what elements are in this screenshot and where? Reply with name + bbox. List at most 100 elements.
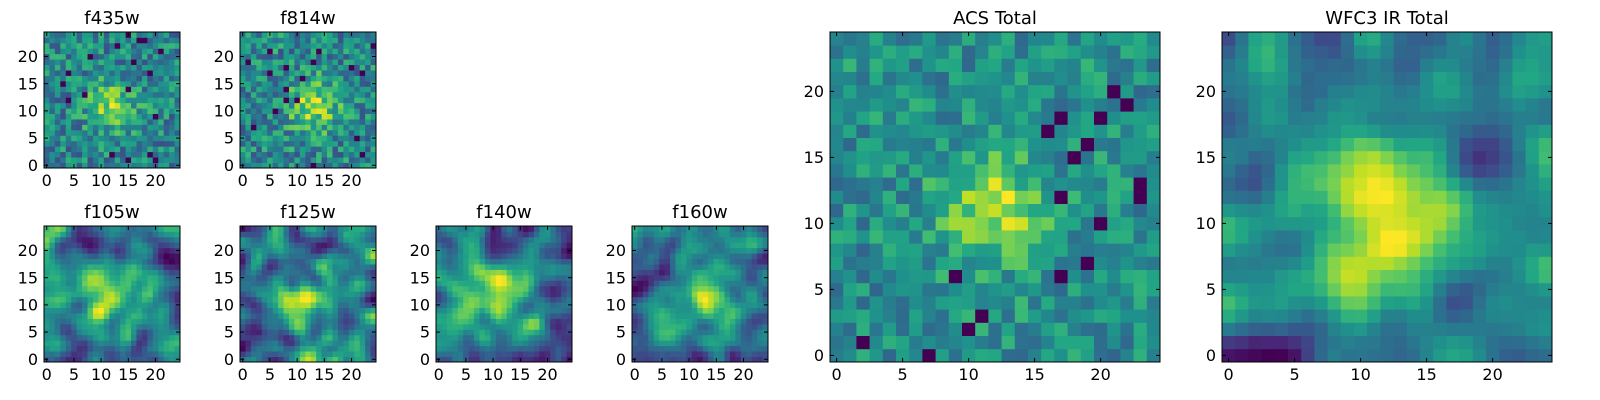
heatmap-cell	[719, 334, 725, 341]
heatmap-cell	[1486, 256, 1500, 270]
heatmap-cell	[686, 274, 693, 281]
heatmap-cell	[1512, 296, 1526, 310]
heatmap-cell	[98, 37, 105, 44]
heatmap-cell	[60, 340, 67, 347]
heatmap-cell	[740, 242, 747, 249]
heatmap-cell	[1133, 322, 1148, 336]
heatmap-cell	[49, 296, 56, 303]
heatmap-cell	[869, 124, 884, 138]
heatmap-cell	[240, 264, 246, 270]
heatmap-cell	[632, 340, 638, 347]
heatmap-cell	[1054, 335, 1068, 350]
heatmap-cell	[278, 242, 284, 249]
heatmap-cell	[49, 108, 56, 114]
heatmap-cell	[474, 302, 480, 308]
heatmap-cell	[1094, 58, 1108, 72]
heatmap-cell	[60, 258, 67, 265]
heatmap-cell	[278, 318, 284, 325]
heatmap-cell	[272, 151, 279, 158]
heatmap-cell	[474, 296, 480, 303]
heatmap-cell	[948, 322, 963, 336]
heatmap-cell	[49, 80, 56, 87]
heatmap-cell	[1094, 84, 1108, 99]
heatmap-cell	[125, 129, 132, 136]
heatmap-cell	[316, 135, 322, 142]
heatmap-cell	[354, 226, 361, 232]
heatmap-cell	[354, 157, 361, 163]
heatmap-cell	[533, 291, 540, 298]
heatmap-cell	[49, 351, 56, 357]
heatmap-cell	[321, 129, 328, 136]
y-tick-label: 20	[214, 47, 234, 66]
heatmap-cell	[158, 129, 165, 136]
heatmap-cell	[566, 318, 573, 325]
heatmap-cell	[316, 329, 322, 336]
heatmap-cell	[512, 307, 518, 314]
heatmap-cell	[250, 340, 257, 347]
heatmap-cell	[1067, 243, 1082, 257]
heatmap-cell	[169, 313, 175, 319]
heatmap-cell	[152, 258, 159, 265]
heatmap-cell	[109, 236, 116, 243]
heatmap-cell	[283, 323, 290, 330]
heatmap-cell	[757, 302, 763, 308]
heatmap-cell	[637, 258, 644, 265]
heatmap-cell	[327, 75, 333, 82]
heatmap-cell	[240, 307, 246, 314]
heatmap-cell	[659, 323, 666, 330]
heatmap-cell	[120, 42, 126, 49]
heatmap-cell	[158, 323, 165, 330]
heatmap-cell	[310, 291, 317, 298]
heatmap-cell	[1146, 322, 1161, 336]
heatmap-cell	[975, 243, 989, 257]
heatmap-cell	[136, 157, 143, 163]
heatmap-cell	[762, 236, 769, 243]
heatmap-cell	[147, 231, 154, 238]
heatmap-cell	[1433, 282, 1447, 297]
heatmap-cell	[830, 190, 844, 204]
heatmap-cell	[691, 356, 698, 363]
heatmap-cell	[141, 108, 148, 114]
heatmap-cell	[1354, 177, 1368, 191]
heatmap-cell	[843, 71, 857, 86]
heatmap-cell	[675, 274, 682, 281]
heatmap-cell	[1288, 296, 1302, 310]
heatmap-cell	[446, 302, 453, 308]
heatmap-cell	[354, 59, 361, 66]
heatmap-cell	[370, 269, 377, 276]
heatmap-cell	[490, 231, 497, 238]
heatmap-cell	[343, 296, 350, 303]
heatmap-cell	[261, 269, 268, 276]
heatmap-cell	[506, 242, 513, 249]
heatmap-cell	[495, 258, 502, 265]
heatmap-cell	[256, 102, 263, 109]
heatmap-cell	[370, 291, 377, 298]
heatmap-cell	[354, 135, 361, 142]
heatmap-cell	[365, 242, 371, 249]
heatmap-cell	[272, 302, 279, 308]
heatmap-cell	[988, 230, 1002, 244]
heatmap-cell	[327, 59, 333, 66]
heatmap-cell	[82, 32, 88, 38]
heatmap-cell	[152, 247, 159, 254]
heatmap-cell	[909, 335, 923, 350]
heatmap-cell	[332, 70, 339, 76]
heatmap-cell	[664, 274, 671, 281]
heatmap-cell	[1327, 164, 1342, 178]
heatmap-cell	[71, 340, 78, 347]
heatmap-cell	[131, 162, 137, 169]
heatmap-cell	[697, 258, 704, 265]
heatmap-cell	[988, 322, 1002, 336]
heatmap-cell	[561, 345, 567, 352]
heatmap-cell	[365, 307, 371, 314]
heatmap-cell	[664, 264, 671, 270]
heatmap-cell	[1028, 348, 1042, 363]
heatmap-cell	[71, 108, 78, 114]
heatmap-cell	[44, 140, 50, 147]
heatmap-cell	[632, 269, 638, 276]
heatmap-cell	[359, 274, 366, 281]
heatmap-cell	[975, 137, 989, 152]
heatmap-cell	[757, 285, 763, 292]
heatmap-cell	[71, 75, 78, 82]
